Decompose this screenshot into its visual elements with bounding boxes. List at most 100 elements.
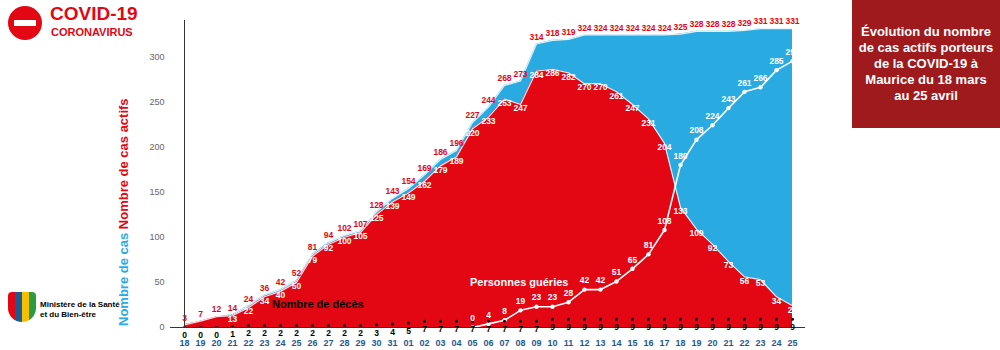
svg-text:50: 50 [154,277,164,287]
svg-text:9: 9 [662,322,667,332]
svg-text:227: 227 [465,110,479,120]
svg-text:7: 7 [454,324,459,334]
svg-text:7: 7 [198,309,203,319]
svg-text:16: 16 [643,338,653,348]
svg-text:9: 9 [614,322,619,332]
svg-text:224: 224 [705,111,719,121]
svg-text:65: 65 [628,255,638,265]
svg-text:250: 250 [149,97,164,107]
svg-text:21: 21 [227,338,237,348]
svg-text:179: 179 [433,165,447,175]
svg-text:324: 324 [641,23,655,33]
svg-text:06: 06 [483,338,493,348]
svg-text:25: 25 [291,338,301,348]
svg-text:05: 05 [467,338,477,348]
svg-text:4: 4 [486,310,491,320]
svg-text:5: 5 [406,326,411,336]
svg-text:14: 14 [228,303,238,313]
svg-text:329: 329 [737,18,751,28]
svg-text:21: 21 [723,338,733,348]
svg-text:34: 34 [772,296,782,306]
svg-text:282: 282 [561,72,575,82]
svg-text:102: 102 [337,223,351,233]
svg-text:27: 27 [323,338,333,348]
svg-text:331: 331 [769,16,783,26]
svg-text:81: 81 [644,240,654,250]
svg-text:19: 19 [516,296,526,306]
svg-text:22: 22 [739,338,749,348]
svg-text:9: 9 [790,322,795,332]
svg-text:7: 7 [518,324,523,334]
svg-text:2: 2 [358,328,363,338]
svg-text:07: 07 [499,338,509,348]
svg-text:9: 9 [566,322,571,332]
svg-text:9: 9 [678,322,683,332]
svg-text:128: 128 [369,200,383,210]
svg-text:328: 328 [721,19,735,29]
svg-text:25: 25 [787,338,797,348]
svg-text:100: 100 [337,236,351,246]
svg-text:318: 318 [545,28,559,38]
svg-text:266: 266 [753,73,767,83]
svg-text:108: 108 [657,216,671,226]
svg-text:314: 314 [529,32,543,42]
svg-text:233: 233 [481,116,495,126]
svg-text:139: 139 [385,201,399,211]
svg-text:17: 17 [659,338,669,348]
svg-text:9: 9 [726,322,731,332]
svg-text:23: 23 [548,292,558,302]
svg-text:1: 1 [230,329,235,339]
svg-text:2: 2 [278,328,283,338]
svg-text:285: 285 [769,56,783,66]
svg-text:284: 284 [529,70,543,80]
svg-text:208: 208 [689,125,703,135]
svg-text:42: 42 [276,277,286,287]
svg-text:270: 270 [593,82,607,92]
svg-text:189: 189 [449,156,463,166]
svg-text:30: 30 [371,338,381,348]
svg-text:7: 7 [534,324,539,334]
svg-text:7: 7 [502,324,507,334]
svg-text:133: 133 [673,206,687,216]
svg-text:9: 9 [758,322,763,332]
svg-text:9: 9 [550,322,555,332]
svg-text:105: 105 [353,231,367,241]
svg-text:180: 180 [673,151,687,161]
svg-text:2: 2 [262,328,267,338]
svg-text:125: 125 [369,213,383,223]
svg-text:02: 02 [419,338,429,348]
svg-text:143: 143 [385,186,399,196]
svg-text:243: 243 [721,94,735,104]
svg-text:331: 331 [785,16,799,26]
svg-text:109: 109 [689,228,703,238]
svg-text:247: 247 [625,103,639,113]
svg-text:22: 22 [244,306,254,316]
svg-text:34: 34 [260,296,270,306]
svg-text:186: 186 [433,147,447,157]
svg-text:107: 107 [353,219,367,229]
svg-text:94: 94 [324,230,334,240]
svg-text:24: 24 [275,338,285,348]
svg-text:319: 319 [561,27,575,37]
svg-text:169: 169 [417,163,431,173]
svg-text:56: 56 [740,276,750,286]
svg-text:40: 40 [276,290,286,300]
svg-text:01: 01 [403,338,413,348]
svg-text:149: 149 [401,192,415,202]
svg-text:42: 42 [580,275,590,285]
svg-text:0: 0 [214,330,219,340]
svg-text:7: 7 [486,324,491,334]
svg-text:92: 92 [324,243,334,253]
svg-text:7: 7 [438,324,443,334]
svg-text:53: 53 [756,278,766,288]
svg-text:81: 81 [308,242,318,252]
svg-text:3: 3 [182,313,187,323]
svg-text:162: 162 [417,180,431,190]
svg-text:23: 23 [259,338,269,348]
svg-text:23: 23 [755,338,765,348]
svg-text:268: 268 [497,73,511,83]
svg-text:9: 9 [710,322,715,332]
svg-text:200: 200 [149,142,164,152]
svg-text:9: 9 [598,322,603,332]
svg-text:324: 324 [657,23,671,33]
